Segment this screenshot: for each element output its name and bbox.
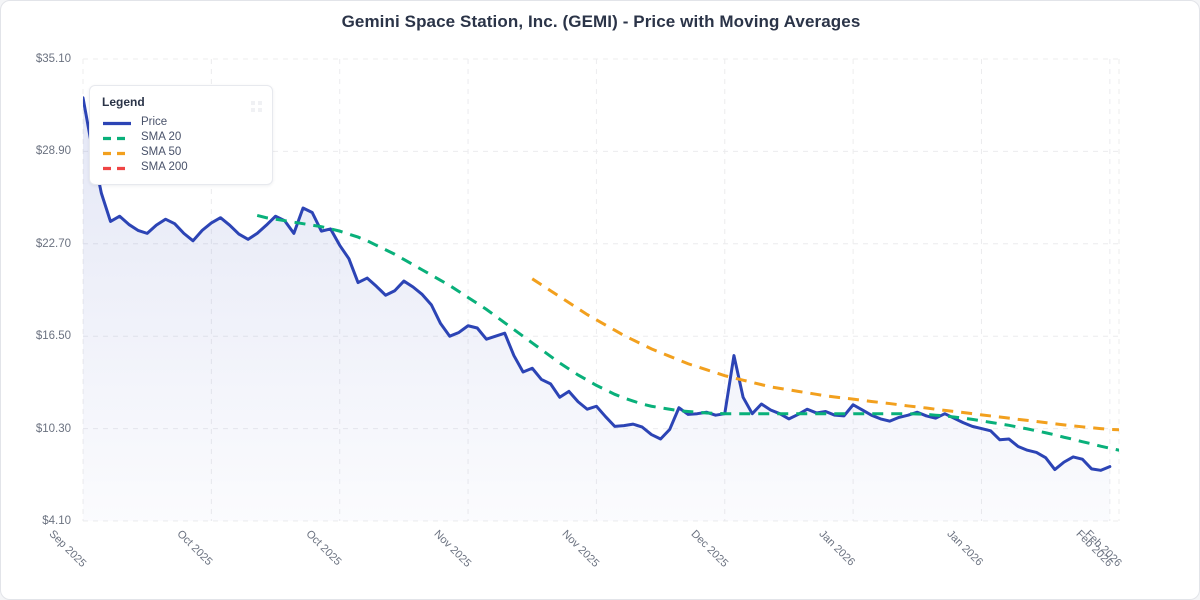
drag-dots-icon[interactable] xyxy=(251,101,262,112)
sma50-line xyxy=(531,277,1119,432)
legend-swatch-solid xyxy=(102,116,132,127)
y-axis-tick-label: $4.10 xyxy=(42,515,71,527)
y-axis-tick-label: $22.70 xyxy=(35,237,71,250)
legend-items: Price SMA 20 SMA 50 SMA 200 xyxy=(102,114,260,174)
y-axis-tick-label: $10.30 xyxy=(35,422,71,435)
legend-item[interactable]: SMA 20 xyxy=(102,129,260,144)
legend-item-label: Price xyxy=(141,115,168,128)
legend-swatch-dashed xyxy=(102,146,132,157)
legend-item-label: SMA 200 xyxy=(141,160,188,173)
y-axis-tick-label: $16.50 xyxy=(35,330,71,343)
legend-item-label: SMA 20 xyxy=(141,130,182,143)
y-axis-tick-label: $28.90 xyxy=(35,145,71,158)
price-area-fill xyxy=(83,97,1110,521)
legend-item[interactable]: Price xyxy=(102,114,260,129)
legend-item[interactable]: SMA 50 xyxy=(102,144,260,159)
y-axis-tick-label: $35.10 xyxy=(35,53,71,65)
page-title: Gemini Space Station, Inc. (GEMI) - Pric… xyxy=(341,12,861,31)
legend-title: Legend xyxy=(102,95,145,109)
legend-swatch-dashed xyxy=(102,131,132,142)
legend-swatch-dashed xyxy=(102,161,132,172)
chart-legend[interactable]: Legend Price SMA 20 SMA 50 SMA 200 xyxy=(89,85,273,185)
legend-item[interactable]: SMA 200 xyxy=(102,159,260,174)
sma20-line xyxy=(256,214,1119,452)
legend-item-label: SMA 50 xyxy=(141,145,182,158)
